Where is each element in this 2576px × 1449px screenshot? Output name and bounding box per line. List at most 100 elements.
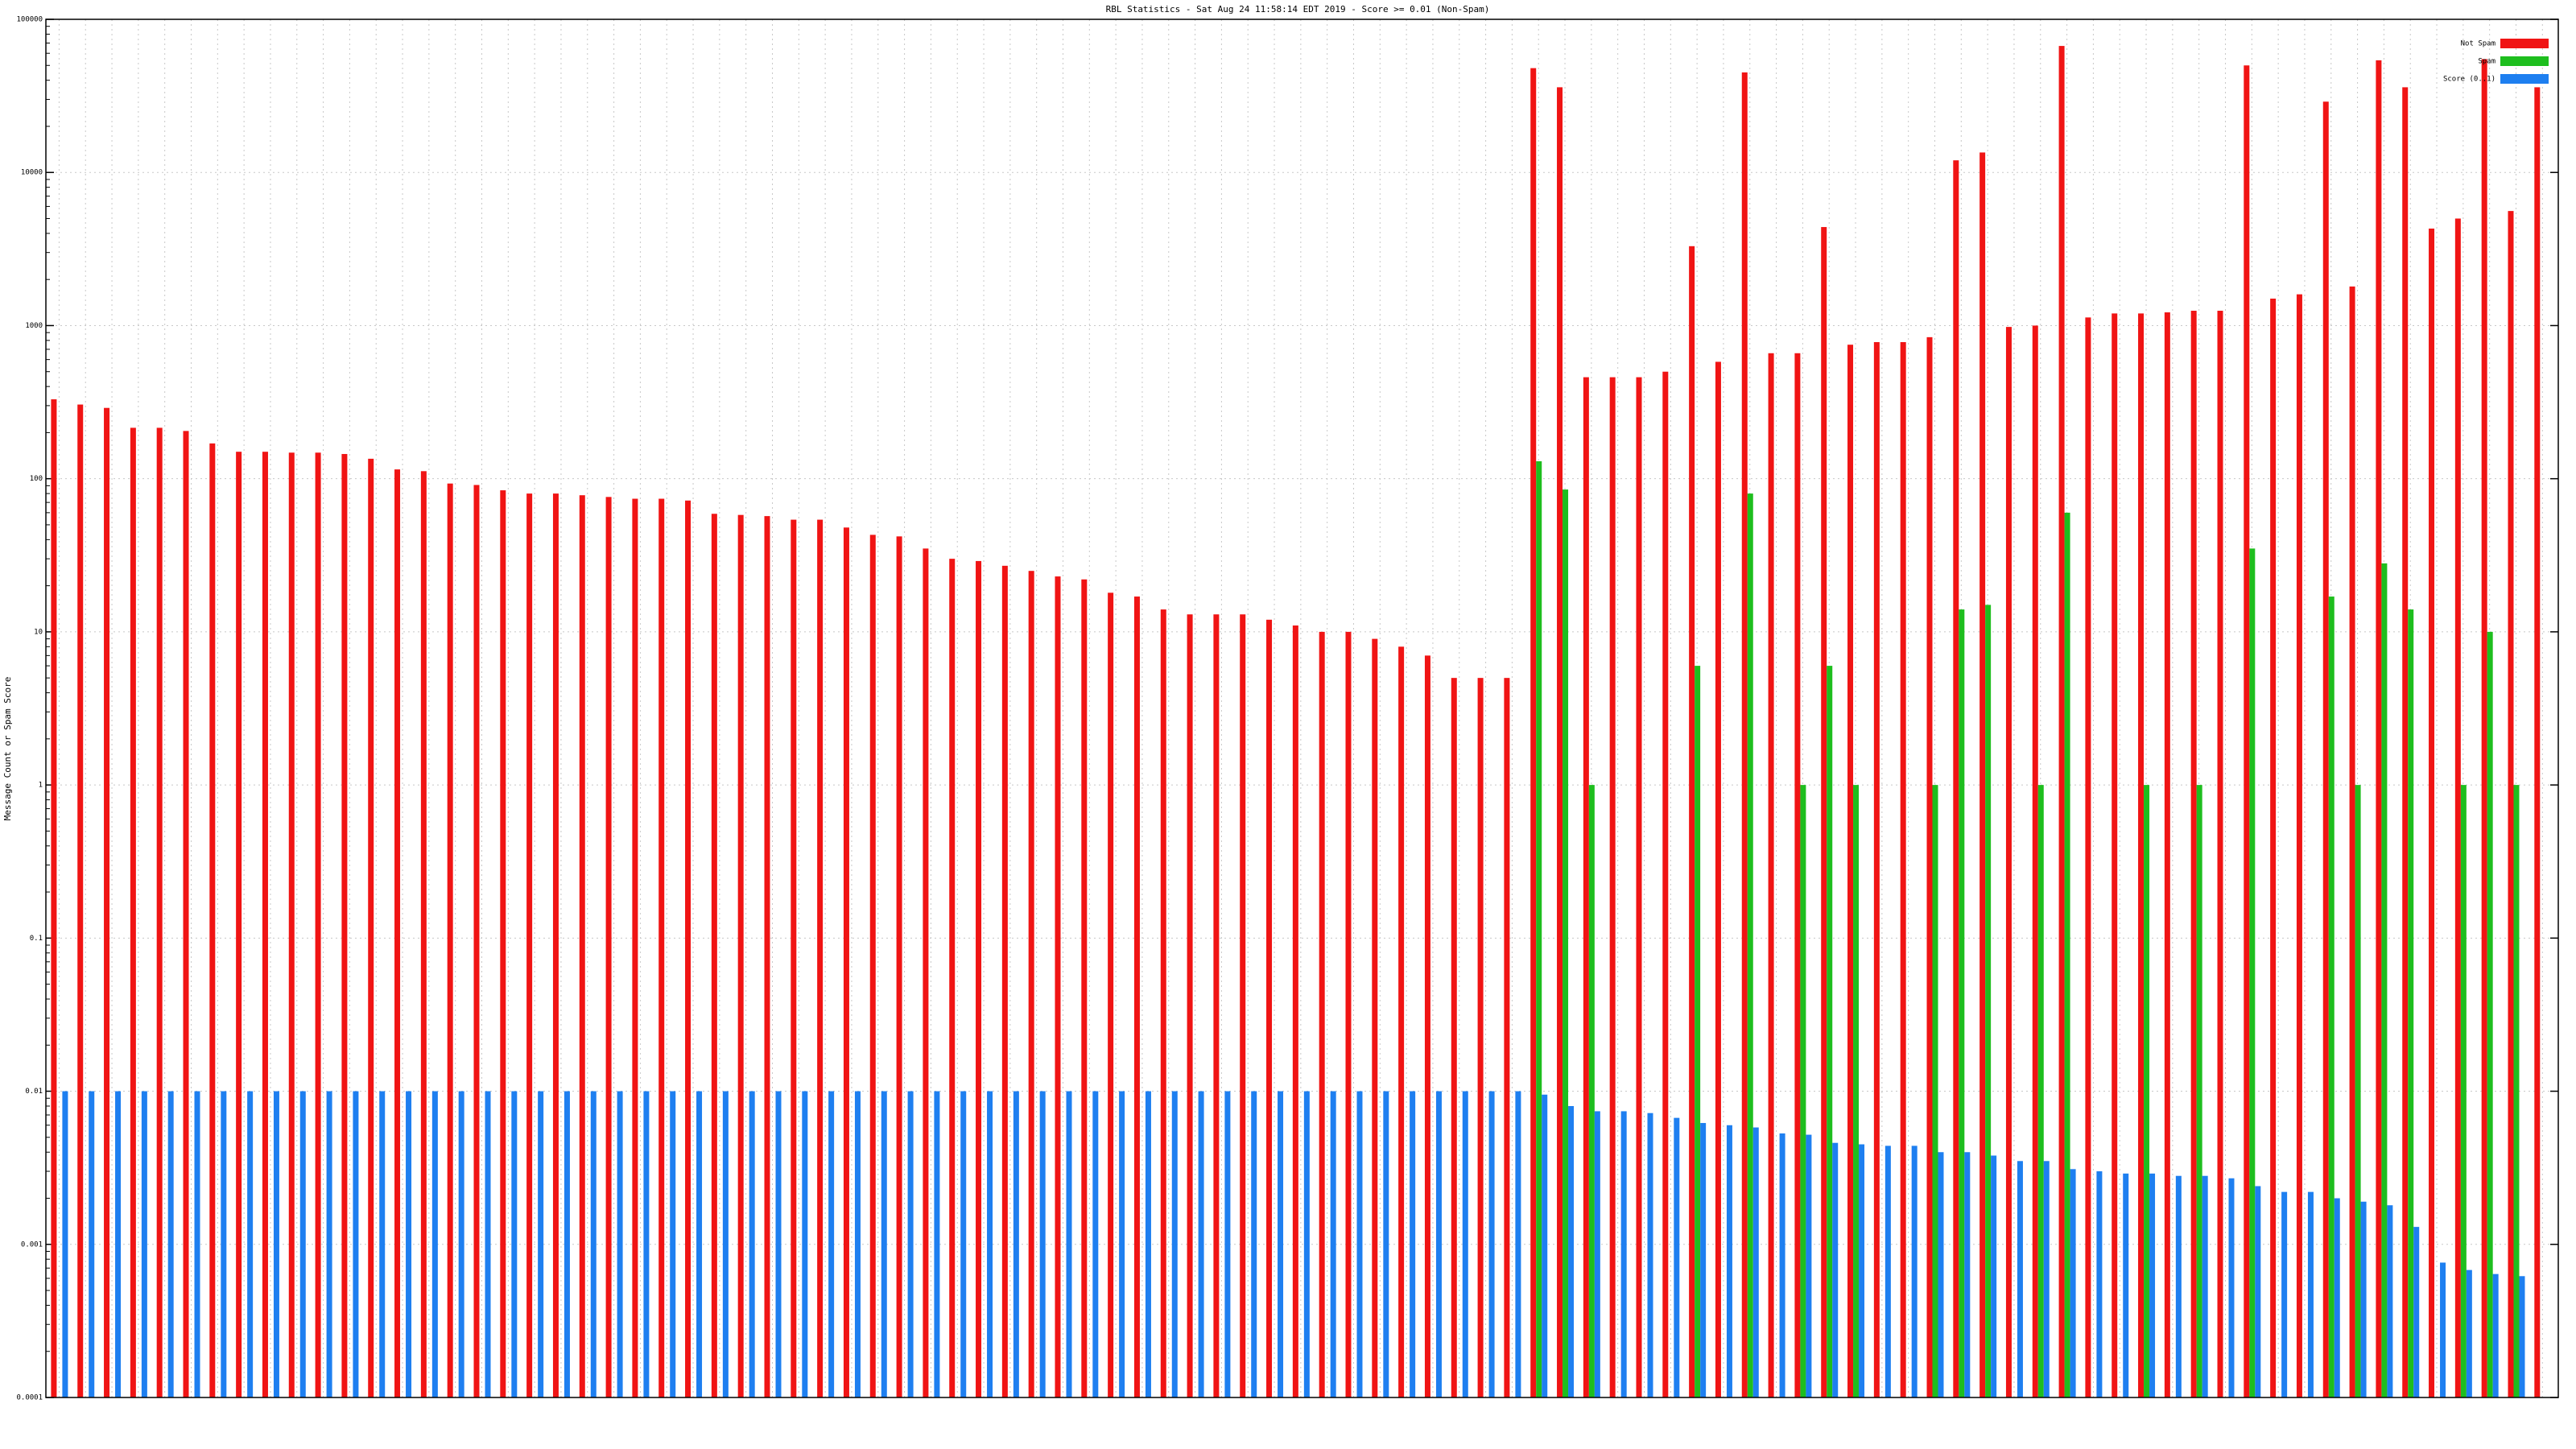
bar — [1504, 678, 1510, 1397]
bar — [1726, 1125, 1732, 1397]
bar — [1330, 1091, 1336, 1397]
bar — [115, 1091, 122, 1397]
chart-title: RBL Statistics - Sat Aug 24 11:58:14 EDT… — [1106, 4, 1490, 14]
bar — [1985, 605, 1992, 1397]
bar — [907, 1091, 914, 1397]
bar — [1859, 1144, 1865, 1397]
bar — [896, 536, 902, 1397]
y-tick-label: 1 — [39, 782, 43, 790]
bar — [2196, 785, 2202, 1397]
legend-label: Not Spam — [2461, 40, 2496, 48]
bar — [2037, 785, 2044, 1397]
bar — [1292, 625, 1298, 1397]
bar — [869, 535, 876, 1397]
bar — [2096, 1171, 2103, 1397]
bar — [722, 1091, 729, 1397]
bar — [1832, 1142, 1839, 1397]
bar — [1319, 631, 1325, 1397]
bar — [341, 453, 348, 1397]
bar — [1055, 576, 1061, 1397]
y-tick-label: 0.1 — [30, 935, 43, 943]
legend-swatch — [2500, 39, 2549, 48]
y-axis-label: Message Count or Spam Score — [2, 677, 13, 821]
bar — [605, 497, 612, 1397]
bar — [511, 1091, 518, 1397]
bar — [2328, 597, 2334, 1397]
bar — [2175, 1175, 2182, 1397]
y-tick-label: 10 — [34, 628, 43, 636]
bar — [696, 1091, 703, 1397]
bar — [2307, 1191, 2314, 1397]
bar — [526, 493, 533, 1397]
bar — [2032, 325, 2038, 1397]
bar — [2190, 311, 2197, 1397]
bar — [1013, 1091, 1019, 1397]
bar — [1435, 1091, 1442, 1397]
bar — [379, 1091, 386, 1397]
bar — [1171, 1091, 1178, 1397]
bar — [1741, 72, 1748, 1398]
bar — [1662, 371, 1669, 1397]
bar — [183, 431, 189, 1397]
bar — [2360, 1201, 2367, 1397]
bar — [564, 1091, 570, 1397]
bar — [2376, 60, 2382, 1397]
bar — [2454, 218, 2461, 1397]
bar — [1398, 646, 1405, 1397]
y-tick-label: 1000 — [25, 322, 43, 330]
bar — [1477, 678, 1484, 1397]
bar — [420, 471, 427, 1397]
bar — [2429, 228, 2435, 1397]
bar — [1911, 1146, 1918, 1397]
bar — [62, 1091, 68, 1397]
bar — [1715, 361, 1721, 1398]
bar — [1991, 1155, 1997, 1397]
bar — [987, 1091, 993, 1397]
y-tick-label: 0.0001 — [16, 1394, 43, 1402]
bar — [1542, 1094, 1548, 1397]
bar — [221, 1091, 227, 1397]
bar — [104, 407, 110, 1398]
bar — [2149, 1173, 2156, 1397]
bar — [130, 427, 136, 1398]
bar — [2228, 1178, 2235, 1397]
bar — [326, 1091, 332, 1397]
bar — [1145, 1091, 1151, 1397]
bar — [828, 1091, 835, 1397]
plot-frame — [45, 19, 2559, 1398]
bar — [447, 483, 453, 1398]
bar — [2402, 87, 2409, 1397]
bar — [353, 1091, 359, 1397]
bar — [1028, 571, 1034, 1397]
bar — [2043, 1161, 2050, 1397]
bar — [1779, 1133, 1785, 1397]
bar — [1224, 1091, 1231, 1397]
bar — [1303, 1091, 1310, 1397]
bar — [976, 560, 982, 1397]
bar — [764, 516, 770, 1397]
bar — [1636, 377, 1642, 1397]
bar — [658, 498, 665, 1397]
bar — [1536, 460, 1542, 1397]
bar — [1568, 1105, 1575, 1397]
bar — [1488, 1091, 1495, 1397]
bar — [1979, 152, 1986, 1398]
bar — [749, 1091, 755, 1397]
bar — [670, 1091, 676, 1397]
legend-swatch — [2500, 56, 2549, 66]
bar — [315, 452, 321, 1398]
bar — [2255, 1186, 2261, 1397]
bar — [1938, 1152, 1944, 1397]
bar — [1081, 579, 1088, 1397]
bar — [262, 452, 268, 1397]
bar — [1588, 785, 1595, 1397]
bar — [2334, 1198, 2340, 1397]
bar — [500, 490, 506, 1397]
bar — [1700, 1123, 1707, 1397]
bar — [1515, 1091, 1521, 1397]
bar — [2355, 785, 2361, 1397]
bar — [394, 469, 401, 1397]
bar — [775, 1091, 782, 1397]
bar — [2513, 785, 2520, 1397]
bar — [2519, 1276, 2525, 1397]
